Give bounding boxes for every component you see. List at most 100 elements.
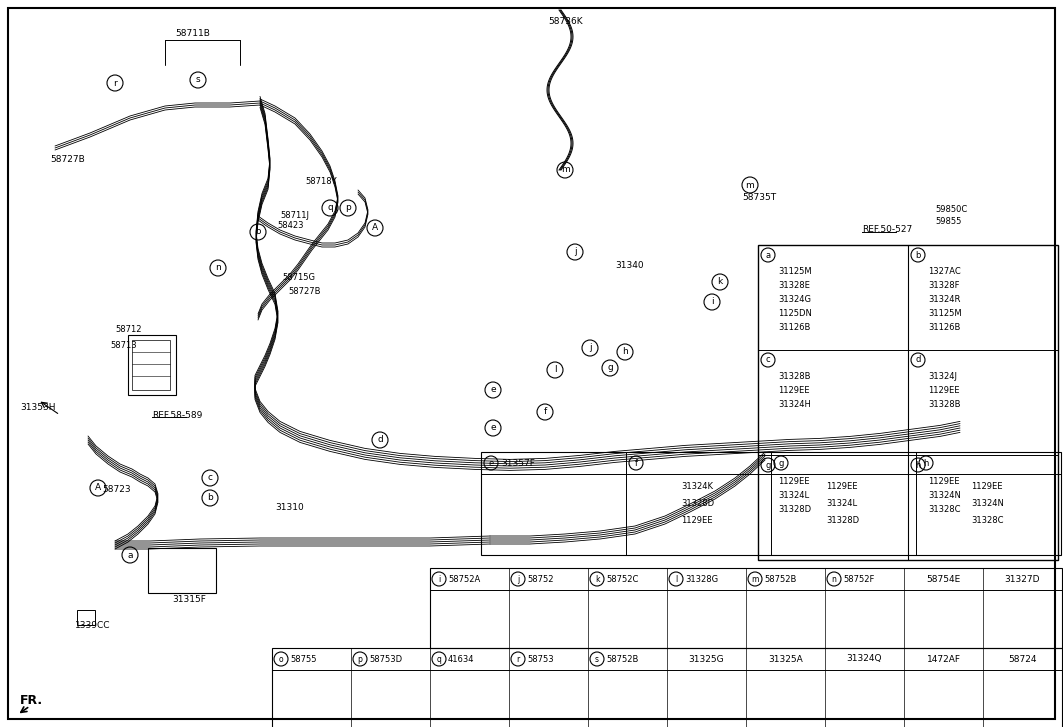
Text: 58753: 58753 <box>527 654 554 664</box>
Text: 58735T: 58735T <box>742 193 776 203</box>
Text: 31324J: 31324J <box>928 372 957 381</box>
Text: 58711J: 58711J <box>280 211 309 220</box>
Text: 31328E: 31328E <box>778 281 810 290</box>
Text: 58753D: 58753D <box>369 654 402 664</box>
Text: g: g <box>607 364 613 372</box>
Text: b: b <box>915 251 921 260</box>
Text: c: c <box>207 473 213 483</box>
Text: 31340: 31340 <box>615 260 643 270</box>
Text: 31324K: 31324K <box>681 482 713 491</box>
Text: 58754E: 58754E <box>926 574 961 584</box>
Text: r: r <box>517 654 520 664</box>
Text: l: l <box>554 366 556 374</box>
Text: 58752B: 58752B <box>606 654 639 664</box>
Bar <box>77 610 95 625</box>
Text: 58752F: 58752F <box>843 574 875 584</box>
Text: 58723: 58723 <box>102 486 131 494</box>
Text: b: b <box>207 494 213 502</box>
Bar <box>758 245 1058 560</box>
Text: 58752B: 58752B <box>764 574 796 584</box>
Text: d: d <box>915 356 921 364</box>
Text: A: A <box>95 483 101 492</box>
Text: c: c <box>765 356 771 364</box>
Text: e: e <box>490 385 495 395</box>
Text: g: g <box>765 460 771 470</box>
Text: k: k <box>595 574 600 584</box>
Text: p: p <box>357 654 362 664</box>
Text: 31125M: 31125M <box>778 267 812 276</box>
Text: 31328D: 31328D <box>778 505 811 514</box>
Text: 1129EE: 1129EE <box>971 482 1002 491</box>
Text: m: m <box>752 574 759 584</box>
Text: 58727B: 58727B <box>50 156 85 164</box>
Text: n: n <box>831 574 837 584</box>
Text: h: h <box>622 348 628 356</box>
Text: 59855: 59855 <box>935 217 961 227</box>
Text: j: j <box>517 574 519 584</box>
Text: o: o <box>279 654 284 664</box>
Text: 1129EE: 1129EE <box>826 482 858 491</box>
Text: 1125DN: 1125DN <box>778 309 812 318</box>
Text: 31328D: 31328D <box>826 516 859 525</box>
Text: i: i <box>438 574 440 584</box>
Text: 1129EE: 1129EE <box>681 516 712 525</box>
Bar <box>128 335 176 395</box>
Text: 58724: 58724 <box>1008 654 1036 664</box>
Text: 1129EE: 1129EE <box>778 386 810 395</box>
Text: p: p <box>345 204 351 212</box>
Text: 58755: 58755 <box>290 654 317 664</box>
Text: 31125M: 31125M <box>928 309 962 318</box>
Text: 31324H: 31324H <box>778 400 811 409</box>
Text: 59850C: 59850C <box>935 206 967 214</box>
Text: FR.: FR. <box>20 694 44 707</box>
Text: 58712: 58712 <box>115 326 141 334</box>
Text: a: a <box>765 251 771 260</box>
Text: 58736K: 58736K <box>549 17 583 26</box>
Text: 1129EE: 1129EE <box>778 477 810 486</box>
Text: f: f <box>635 459 638 467</box>
Text: r: r <box>113 79 117 87</box>
Text: 31328G: 31328G <box>685 574 719 584</box>
Text: h: h <box>924 459 929 467</box>
Text: REF.50-527: REF.50-527 <box>862 225 912 235</box>
Text: REF.58-589: REF.58-589 <box>152 411 202 419</box>
Text: 1472AF: 1472AF <box>927 654 961 664</box>
Text: A: A <box>372 223 378 233</box>
Text: 58752: 58752 <box>527 574 554 584</box>
Text: 31325G: 31325G <box>689 654 724 664</box>
Text: 58718Y: 58718Y <box>305 177 337 187</box>
Text: j: j <box>589 343 591 353</box>
Bar <box>132 340 170 390</box>
Text: n: n <box>215 263 221 273</box>
Text: 31328D: 31328D <box>681 499 714 508</box>
Text: 31328F: 31328F <box>928 281 960 290</box>
Text: 31324N: 31324N <box>971 499 1003 508</box>
Text: 58713: 58713 <box>109 340 137 350</box>
Text: 31126B: 31126B <box>778 323 810 332</box>
Text: e: e <box>488 459 493 467</box>
Text: 31328B: 31328B <box>928 400 961 409</box>
Text: j: j <box>574 247 576 257</box>
Text: h: h <box>915 460 921 470</box>
Text: 31315F: 31315F <box>172 595 206 604</box>
Text: g: g <box>778 459 783 467</box>
Text: 31324Q: 31324Q <box>847 654 882 664</box>
Text: 58715G: 58715G <box>282 273 315 283</box>
Text: d: d <box>377 435 383 444</box>
Bar <box>272 648 1062 727</box>
Text: e: e <box>490 424 495 433</box>
Text: 31324G: 31324G <box>778 295 811 304</box>
Text: m: m <box>745 180 755 190</box>
Text: 31324L: 31324L <box>826 499 857 508</box>
Text: 31324N: 31324N <box>928 491 961 500</box>
Text: 1327AC: 1327AC <box>928 267 961 276</box>
Text: 31357F: 31357F <box>501 459 535 467</box>
Bar <box>148 548 216 593</box>
Text: l: l <box>675 574 677 584</box>
Text: 31327D: 31327D <box>1005 574 1041 584</box>
Text: 31353H: 31353H <box>20 403 55 412</box>
Text: 31328C: 31328C <box>928 505 961 514</box>
Text: 31324L: 31324L <box>778 491 809 500</box>
Text: 58711B: 58711B <box>175 28 209 38</box>
Text: 31126B: 31126B <box>928 323 960 332</box>
